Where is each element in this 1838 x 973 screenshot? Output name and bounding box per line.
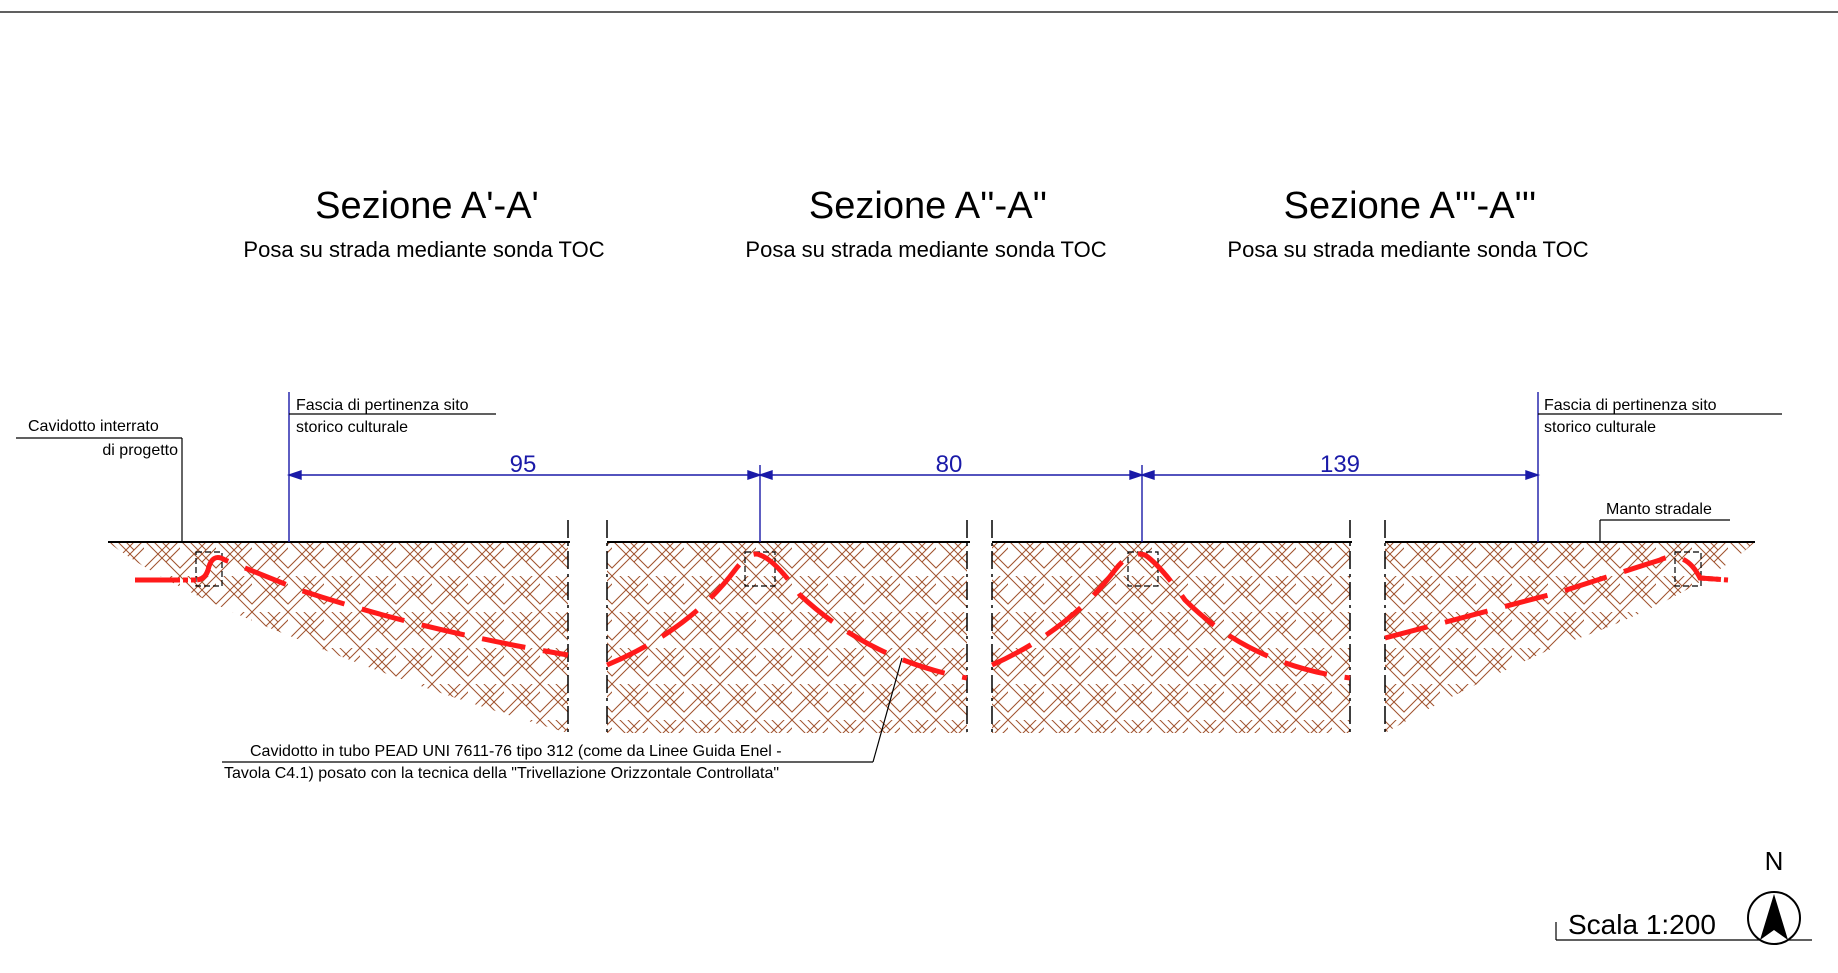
- fascia-left-label: Fascia di pertinenza sito: [296, 397, 469, 414]
- north-arrow-icon: [1747, 891, 1801, 945]
- pipe-note-label: Cavidotto in tubo PEAD UNI 7611-76 tipo …: [250, 743, 782, 760]
- soil-panel-3: [992, 542, 1350, 733]
- pead-pipe: [135, 551, 1729, 681]
- north-label: N: [1765, 846, 1784, 876]
- pipe-note-label: Tavola C4.1) posato con la tecnica della…: [224, 765, 779, 782]
- scale-block: Scala 1:200 N: [1555, 846, 1812, 945]
- cavidotto-interrato-label: di progetto: [102, 442, 178, 459]
- dimension-value: 95: [510, 451, 537, 478]
- section-subtitle-text: Posa su strada mediante sonda TOC: [1227, 237, 1588, 262]
- section-title-3: Sezione A'''-A''' Posa su strada mediant…: [1227, 185, 1588, 262]
- pipe-ends: [135, 569, 1729, 583]
- section-title-text: Sezione A'''-A''': [1284, 185, 1537, 227]
- section-title-2: Sezione A''-A'' Posa su strada mediante …: [745, 185, 1106, 262]
- fascia-left-label: storico culturale: [296, 419, 408, 436]
- soil-panel-4: [1385, 542, 1755, 733]
- dimension-value: 139: [1320, 451, 1360, 478]
- section-title-1: Sezione A'-A' Posa su strada mediante so…: [243, 185, 604, 262]
- manto-stradale-label: Manto stradale: [1606, 501, 1712, 518]
- dimension-value: 80: [936, 451, 963, 478]
- section-title-text: Sezione A'-A': [315, 185, 539, 227]
- soil-panels: [108, 542, 1755, 733]
- section-subtitle-text: Posa su strada mediante sonda TOC: [243, 237, 604, 262]
- leader-lines: [16, 413, 1782, 763]
- break-lines: [567, 520, 1386, 735]
- fascia-right-label: storico culturale: [1544, 419, 1656, 436]
- cavidotto-interrato-label: Cavidotto interrato: [28, 418, 159, 435]
- section-subtitle-text: Posa su strada mediante sonda TOC: [745, 237, 1106, 262]
- fascia-right-label: Fascia di pertinenza sito: [1544, 397, 1717, 414]
- dimension-values: 95 80 139: [510, 451, 1360, 478]
- soil-panel-2: [607, 542, 967, 733]
- section-title-text: Sezione A''-A'': [809, 185, 1047, 227]
- scale-label: Scala 1:200: [1568, 909, 1716, 940]
- dimension-chain: [286, 392, 1541, 542]
- soil-panel-1: [108, 542, 568, 733]
- annotation-labels: Cavidotto interrato di progetto Fascia d…: [28, 397, 1717, 782]
